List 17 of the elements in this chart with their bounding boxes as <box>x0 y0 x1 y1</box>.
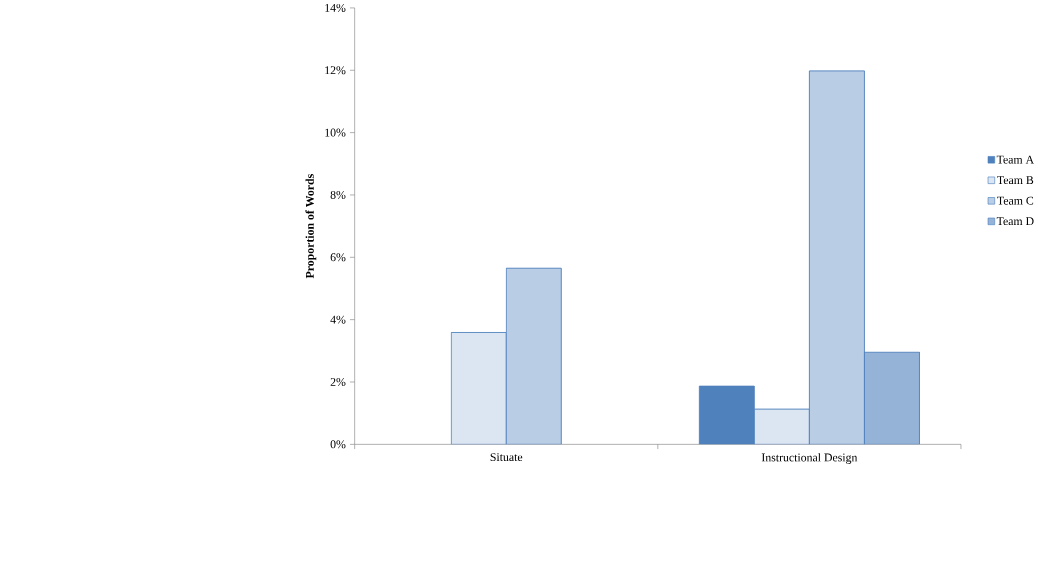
bar <box>505 267 562 445</box>
legend-label: Team B <box>997 176 1034 184</box>
y-tick-label: 6% <box>330 253 346 262</box>
y-axis-title: Proportion of Words <box>305 173 317 279</box>
legend-label: Team D <box>996 217 1034 225</box>
y-tick-label: 2% <box>330 377 346 386</box>
y-tick-label: 8% <box>330 190 346 199</box>
y-tick-label: 4% <box>330 315 346 324</box>
legend-label: Team C <box>997 196 1034 205</box>
y-tick-label: 12% <box>325 66 346 75</box>
y-tick-label: 10% <box>325 128 346 137</box>
legend-label: Team A <box>996 155 1034 164</box>
x-tick-label: Instructional Design <box>761 452 858 464</box>
y-tick-label: 14% <box>325 3 346 12</box>
bar <box>808 70 865 445</box>
y-tick-label: 0% <box>330 440 346 449</box>
x-tick-label: Situate <box>490 452 523 461</box>
